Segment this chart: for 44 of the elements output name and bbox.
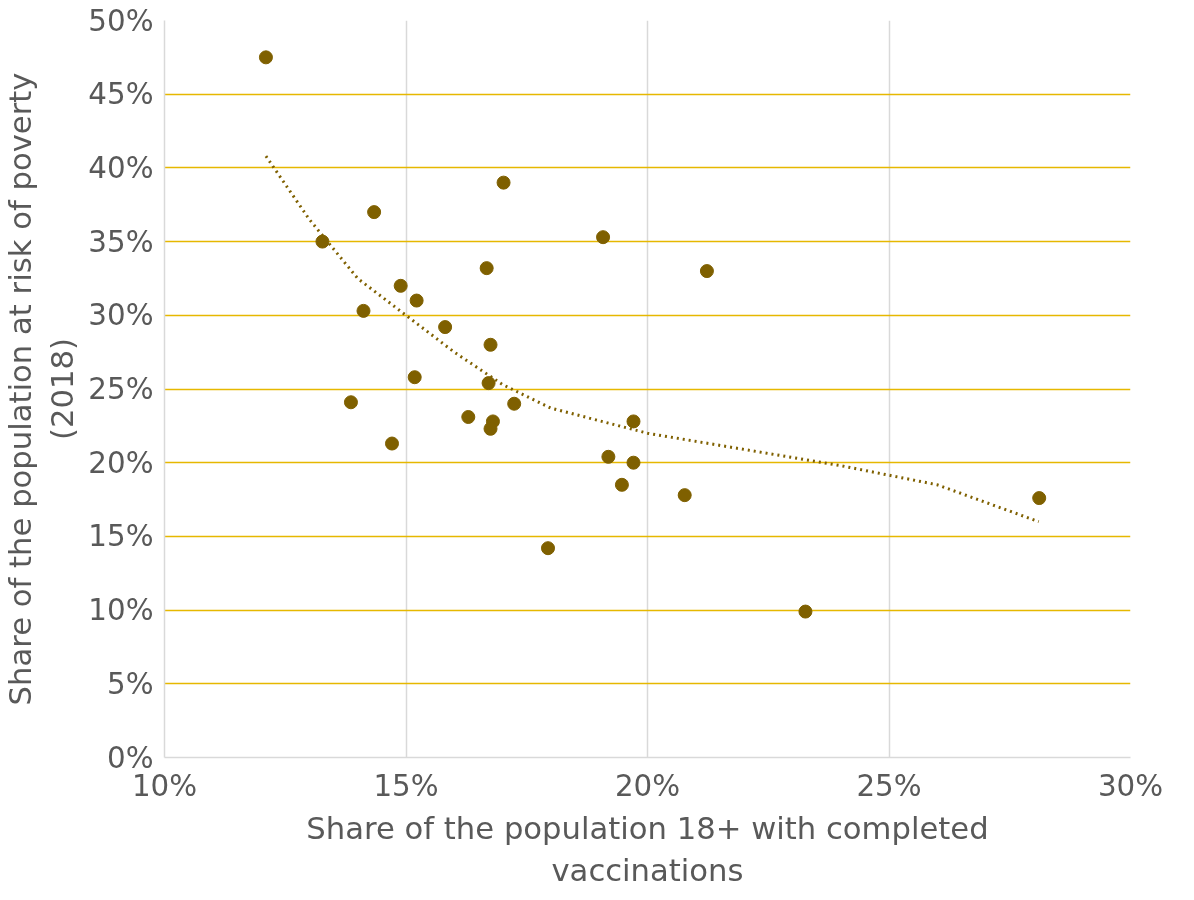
x-tick-label: 15% — [373, 768, 439, 803]
y-tick-label: 40% — [88, 150, 154, 185]
y-tick-label: 5% — [106, 666, 154, 701]
point — [407, 370, 422, 385]
x-tick-label: 25% — [856, 768, 922, 803]
x-axis-title: Share of the population 18+ with completed vaccinations — [306, 810, 989, 888]
point — [393, 278, 408, 293]
y-axis-title: Share of the population at risk of poverty (2018) — [3, 72, 81, 706]
point — [626, 455, 641, 470]
point — [507, 396, 522, 411]
point — [481, 376, 496, 391]
point — [626, 414, 641, 429]
point — [483, 337, 498, 352]
y-tick-label: 50% — [88, 3, 154, 38]
y-tick-label: 15% — [88, 519, 154, 554]
y-tick-label: 35% — [88, 224, 154, 259]
point — [614, 477, 629, 492]
point — [367, 205, 382, 220]
point — [483, 421, 498, 436]
point — [601, 449, 616, 464]
point — [461, 410, 476, 424]
y-tick-label: 25% — [88, 372, 154, 406]
point — [343, 395, 358, 410]
point — [384, 436, 399, 451]
point — [356, 303, 371, 318]
line-series — [264, 154, 1041, 524]
y-tick-label: 20% — [88, 445, 154, 480]
x-tick-label: 30% — [1097, 768, 1164, 803]
x-tick-label: 20% — [614, 768, 681, 803]
point — [677, 488, 692, 503]
point — [596, 230, 611, 245]
y-tick-label: 10% — [88, 593, 154, 628]
point — [699, 264, 714, 279]
point — [1032, 491, 1047, 506]
point — [479, 261, 494, 276]
point — [541, 541, 555, 556]
point — [438, 320, 453, 335]
point — [315, 234, 330, 249]
y-tick-label: 45% — [88, 77, 154, 112]
point — [496, 175, 511, 190]
y-tick-label: 30% — [88, 298, 154, 333]
point — [798, 604, 813, 619]
point — [258, 50, 273, 65]
point — [409, 293, 424, 308]
